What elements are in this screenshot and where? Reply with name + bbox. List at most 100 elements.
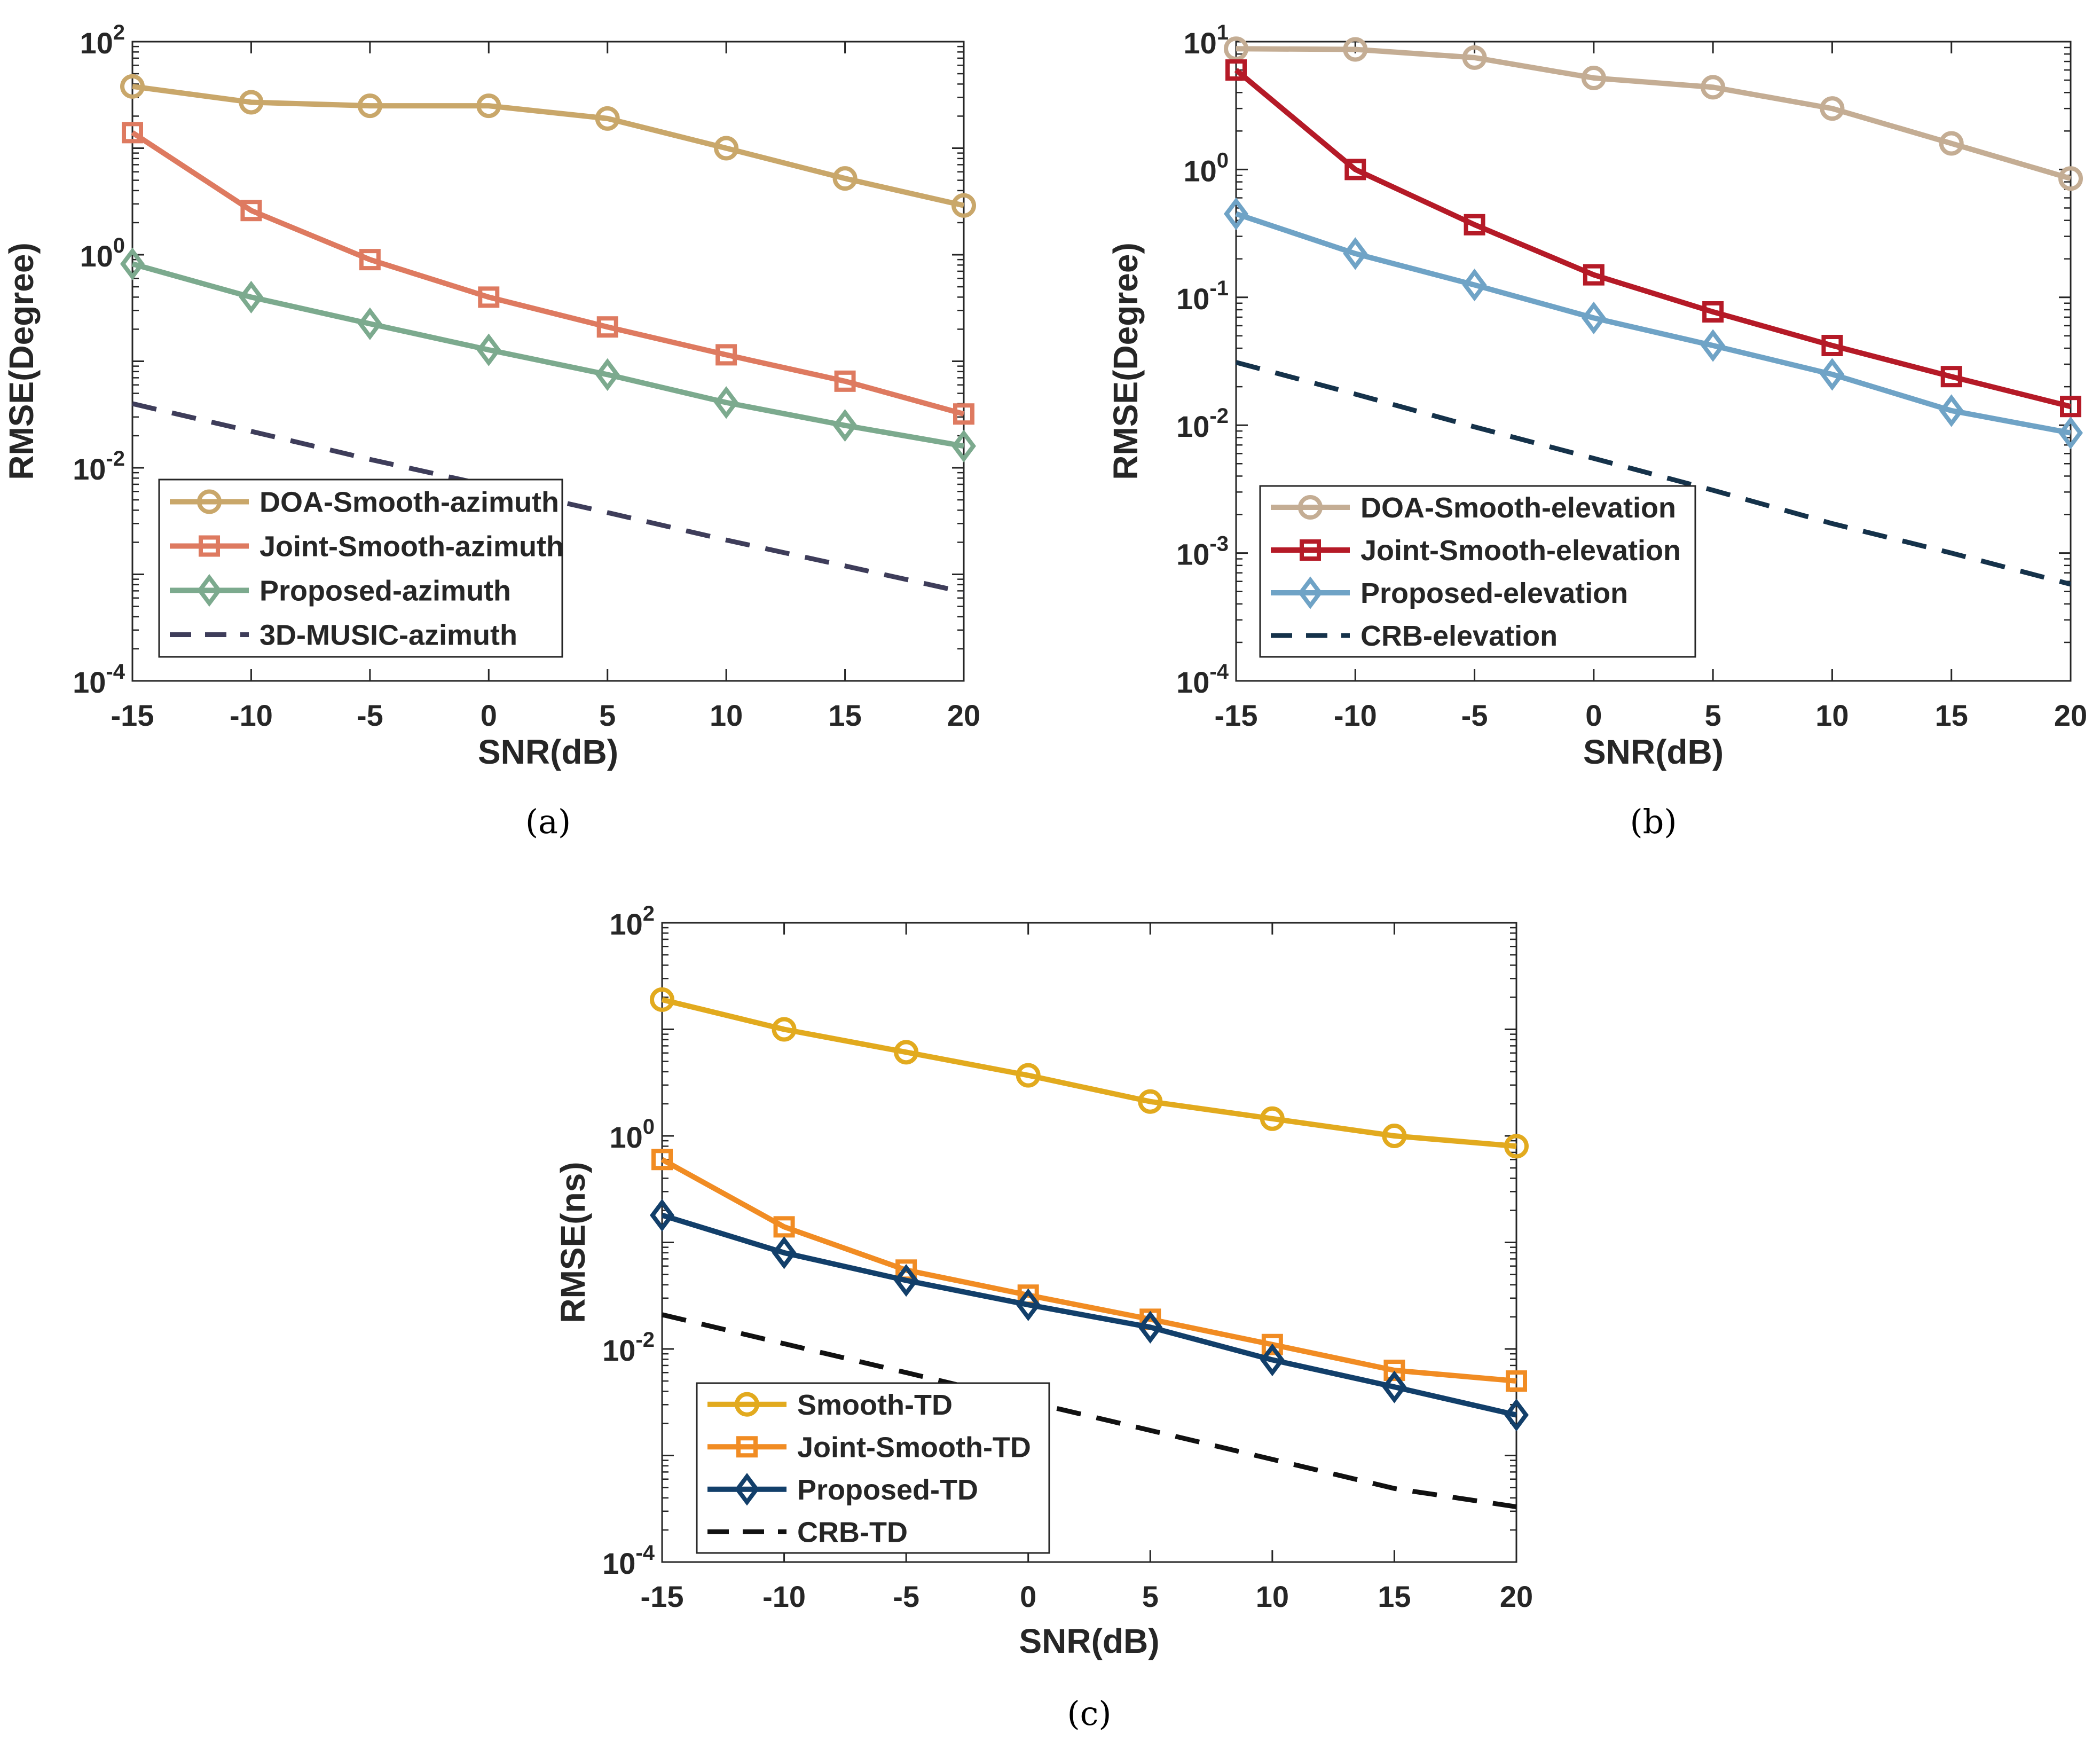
data-point bbox=[651, 1149, 673, 1171]
dashed-line bbox=[661, 1312, 1517, 1510]
data-point bbox=[120, 247, 145, 280]
legend-label: Joint-Smooth-azimuth bbox=[259, 531, 564, 563]
x-axis-label: SNR(dB) bbox=[1019, 1622, 1159, 1660]
data-point bbox=[714, 386, 739, 419]
data-point bbox=[1383, 1360, 1405, 1382]
data-point bbox=[1260, 1343, 1285, 1377]
legend-label: DOA-Smooth-elevation bbox=[1360, 492, 1676, 524]
data-point bbox=[1343, 37, 1368, 62]
legend-label: Joint-Smooth-TD bbox=[797, 1431, 1031, 1463]
x-tick-label: -10 bbox=[230, 699, 273, 732]
x-tick-label: 15 bbox=[1378, 1580, 1411, 1613]
data-point bbox=[478, 286, 500, 308]
legend-label: Proposed-elevation bbox=[1360, 577, 1628, 609]
data-point bbox=[1701, 329, 1726, 362]
x-tick-label: 15 bbox=[828, 699, 861, 732]
legend-marker bbox=[735, 1473, 759, 1506]
data-point bbox=[772, 1017, 797, 1042]
legend-label: 3D-MUSIC-azimuth bbox=[259, 619, 517, 652]
data-point bbox=[1462, 268, 1487, 302]
series-line bbox=[661, 1212, 1517, 1418]
x-axis-label: SNR(dB) bbox=[478, 733, 618, 771]
data-point bbox=[1583, 264, 1605, 286]
data-point bbox=[714, 136, 739, 161]
y-tick-label: 100 bbox=[609, 1115, 655, 1154]
series-line bbox=[660, 1157, 1517, 1384]
data-point bbox=[357, 93, 382, 119]
data-point bbox=[1261, 1333, 1283, 1355]
y-tick-base: 10 bbox=[1176, 538, 1209, 571]
series-line bbox=[1236, 46, 2072, 182]
legend-label: CRB-elevation bbox=[1360, 620, 1558, 652]
x-tick-label: -15 bbox=[641, 1580, 684, 1613]
legend-label: Smooth-TD bbox=[797, 1389, 953, 1421]
data-point bbox=[832, 166, 858, 191]
y-tick-base: 10 bbox=[73, 665, 106, 699]
y-tick-base: 10 bbox=[1183, 154, 1216, 187]
series-smooth-td bbox=[650, 987, 1529, 1159]
dashed-line bbox=[1235, 360, 2072, 587]
data-point bbox=[772, 1236, 797, 1269]
legend-label: Proposed-TD bbox=[797, 1474, 978, 1506]
legend-marker bbox=[1298, 576, 1323, 609]
series-line bbox=[132, 83, 965, 208]
x-tick-label: 20 bbox=[2054, 699, 2087, 732]
data-point bbox=[1016, 1288, 1041, 1321]
data-point bbox=[1344, 159, 1366, 181]
data-point bbox=[476, 333, 501, 366]
series-line bbox=[131, 130, 965, 417]
x-tick-label: -5 bbox=[1461, 699, 1488, 732]
y-tick-label: 10-4 bbox=[1176, 660, 1229, 699]
x-axis-label: SNR(dB) bbox=[1583, 733, 1724, 771]
legend-marker bbox=[736, 1436, 758, 1458]
data-point bbox=[951, 193, 976, 218]
y-tick-base: 10 bbox=[609, 1120, 642, 1154]
data-point bbox=[951, 429, 976, 462]
x-tick-label: 0 bbox=[1585, 699, 1602, 732]
data-point bbox=[1821, 334, 1843, 356]
data-point bbox=[2060, 396, 2081, 418]
y-tick-base: 10 bbox=[1183, 26, 1216, 60]
x-tick-label: 5 bbox=[1142, 1580, 1159, 1613]
data-point bbox=[1702, 301, 1724, 323]
data-point bbox=[1581, 65, 1606, 90]
series-proposed-azimuth bbox=[120, 247, 976, 462]
data-point bbox=[1506, 1370, 1527, 1392]
y-tick-base: 10 bbox=[80, 239, 113, 273]
subfigure-caption: (b) bbox=[1630, 802, 1677, 841]
y-tick-exponent: -3 bbox=[1209, 532, 1229, 556]
data-point bbox=[596, 316, 618, 338]
legend: DOA-Smooth-elevation Joint-Smooth-elevati… bbox=[1259, 485, 1696, 658]
data-point bbox=[1382, 1124, 1407, 1148]
legend: Smooth-TD Joint-Smooth-TD Proposed-TD CRB-T… bbox=[696, 1382, 1050, 1554]
data-point bbox=[1581, 301, 1606, 335]
data-point bbox=[2058, 166, 2083, 191]
data-point bbox=[1138, 1089, 1163, 1114]
x-tick-label: 10 bbox=[1256, 1580, 1289, 1613]
y-tick-label: 10-1 bbox=[1176, 277, 1229, 316]
y-tick-exponent: 0 bbox=[643, 1115, 655, 1139]
data-point bbox=[595, 358, 620, 391]
legend-marker bbox=[1300, 539, 1321, 561]
x-tick-label: 15 bbox=[1935, 699, 1968, 732]
y-tick-label: 10-3 bbox=[1176, 532, 1229, 571]
data-point bbox=[1940, 366, 1962, 388]
y-tick-exponent: -1 bbox=[1209, 277, 1229, 300]
data-point bbox=[1016, 1063, 1041, 1088]
data-point bbox=[476, 93, 501, 119]
data-point bbox=[1701, 75, 1726, 100]
data-point bbox=[953, 403, 974, 425]
data-point bbox=[1382, 1370, 1407, 1403]
data-point bbox=[1820, 358, 1845, 391]
x-tick-label: -10 bbox=[1334, 699, 1377, 732]
y-tick-base: 10 bbox=[1176, 665, 1209, 699]
y-tick-exponent: 2 bbox=[113, 21, 125, 44]
data-point bbox=[1939, 131, 1964, 156]
legend-label: CRB-TD bbox=[797, 1516, 908, 1548]
x-tick-label: 5 bbox=[1705, 699, 1721, 732]
series-proposed-td bbox=[650, 1198, 1529, 1432]
data-point bbox=[1939, 394, 1964, 427]
